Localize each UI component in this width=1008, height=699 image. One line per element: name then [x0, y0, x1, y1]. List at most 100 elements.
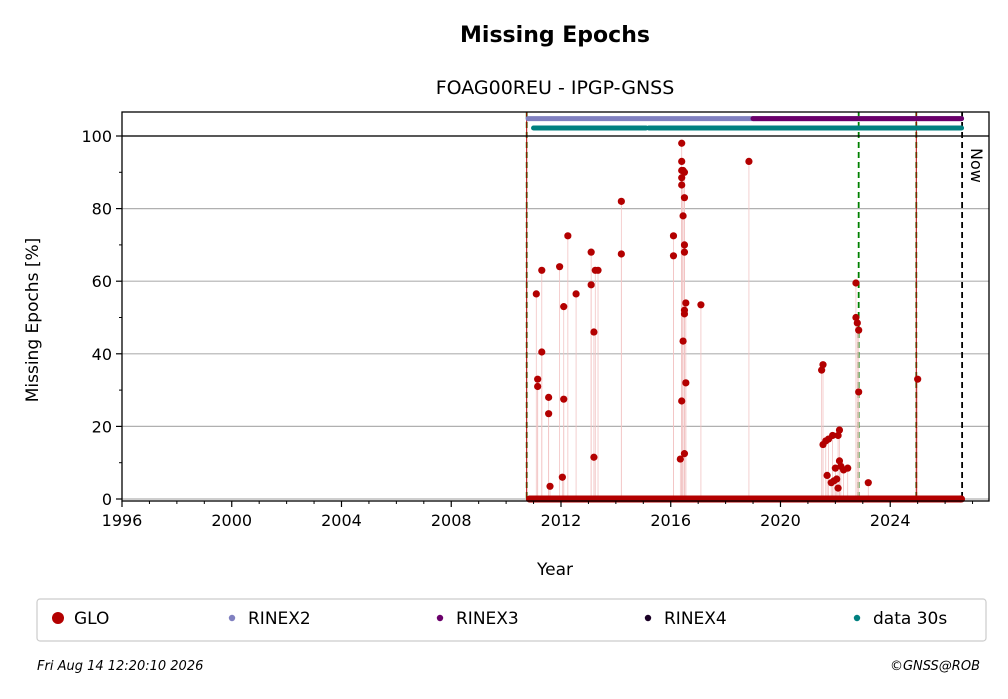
glo-point [669, 252, 678, 260]
glo-point [564, 232, 572, 240]
glo-point [745, 157, 753, 166]
glo-point [823, 471, 831, 480]
glo-point [834, 484, 842, 492]
glo-point [835, 426, 844, 434]
glo-point [829, 431, 837, 440]
glo-point [680, 248, 689, 256]
glo-point [680, 194, 689, 202]
x-tick-label: 2004 [321, 511, 362, 530]
glo-point [617, 197, 625, 205]
glo-point [682, 299, 690, 307]
glo-point [678, 139, 686, 147]
glo-points [532, 139, 964, 503]
glo-point [682, 379, 690, 387]
glo-point [532, 290, 540, 298]
glo-point [680, 310, 689, 318]
glo-point [587, 248, 595, 256]
glo-point [594, 266, 602, 274]
glo-point [558, 473, 566, 481]
glo-point [534, 382, 542, 391]
legend-marker [52, 612, 64, 624]
x-tick-label: 2024 [870, 511, 911, 530]
x-axis-ticks: 1996 2000 2004 2008 2012 2016 2020 2024 [102, 501, 974, 530]
glo-point [697, 301, 705, 309]
glo-point [680, 450, 689, 458]
legend-label: RINEX2 [248, 609, 311, 629]
glo-point [538, 266, 546, 274]
x-tick-label: 1996 [102, 511, 143, 530]
x-tick-label: 2008 [431, 511, 472, 530]
glo-point [556, 263, 564, 271]
y-tick-label: 0 [102, 490, 112, 509]
plot-frame [121, 111, 990, 502]
glo-point [590, 453, 598, 461]
glo-point [560, 303, 568, 311]
glo-point [680, 168, 689, 176]
y-tick-label: 60 [92, 272, 112, 291]
legend-label: data 30s [873, 609, 947, 629]
glo-point [818, 366, 826, 374]
glo-point [534, 375, 542, 383]
data-stems [535, 143, 919, 499]
glo-point [545, 393, 553, 401]
glo-point [852, 313, 860, 322]
glo-point [855, 388, 863, 396]
now-label: Now [967, 148, 986, 183]
glo-point [833, 475, 841, 483]
glo-point [617, 250, 625, 258]
y-tick-label: 80 [92, 200, 112, 219]
x-tick-label: 2016 [650, 511, 691, 530]
glo-point [587, 281, 595, 289]
glo-point [572, 290, 580, 298]
glo-point [678, 157, 686, 166]
glo-point [678, 181, 686, 189]
y-axis-label: Missing Epochs [%] [23, 238, 43, 403]
glo-point [864, 479, 872, 487]
availability-bands [525, 116, 966, 503]
glo-point [546, 482, 554, 490]
glo-point [560, 395, 568, 403]
vertical-markers [525, 112, 964, 501]
footer-copyright: ©GNSS@ROB [889, 659, 980, 674]
glo-point [678, 397, 686, 405]
glo-point [679, 337, 687, 345]
y-tick-label: 40 [92, 345, 112, 364]
x-tick-label: 2020 [760, 511, 801, 530]
y-tick-label: 100 [81, 127, 112, 146]
footer-timestamp: Fri Aug 14 12:20:10 2026 [37, 659, 204, 674]
glo-point [678, 174, 686, 182]
legend-label: RINEX4 [664, 609, 727, 629]
glo-point [538, 348, 546, 356]
chart-subtitle: FOAG00REU - IPGP-GNSS [436, 77, 675, 99]
glo-point [679, 212, 687, 220]
x-axis-label: Year [536, 560, 573, 580]
glo-point [834, 431, 842, 440]
glo-point [852, 279, 860, 287]
legend-marker [228, 614, 236, 622]
glo-point [680, 241, 689, 249]
y-tick-label: 20 [92, 417, 112, 436]
glo-point [676, 455, 684, 463]
legend-label: GLO [74, 609, 109, 629]
legend-marker [436, 614, 444, 622]
glo-point [545, 410, 553, 418]
legend-entries: GLO RINEX2 RINEX3 RINEX4 data 30s [52, 609, 947, 629]
legend-box [36, 598, 987, 642]
glo-point [835, 457, 844, 465]
glo-point [831, 464, 839, 472]
glo-point [669, 232, 678, 240]
legend-marker [644, 614, 652, 622]
glo-point [844, 464, 852, 472]
x-tick-label: 2012 [541, 511, 582, 530]
glo-point [855, 326, 863, 334]
glo-point [853, 319, 861, 327]
legend-label: RINEX3 [456, 609, 519, 629]
glo-point [590, 328, 598, 336]
glo-point [914, 375, 922, 383]
x-tick-label: 2000 [211, 511, 252, 530]
chart-title: Missing Epochs [460, 23, 650, 48]
legend-marker [853, 614, 861, 622]
y-axis-ticks: 0 20 40 60 80 100 [81, 127, 122, 509]
glo-point [819, 361, 827, 369]
